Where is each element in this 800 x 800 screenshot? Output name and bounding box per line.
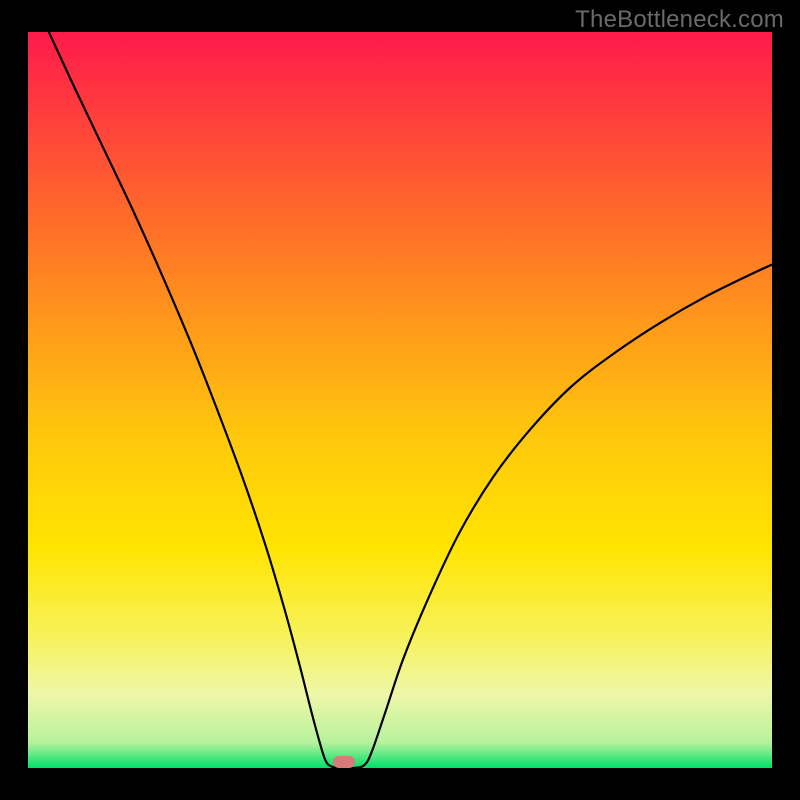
optimal-point-marker <box>333 756 355 768</box>
plot-gradient-area <box>28 32 772 768</box>
chart-frame: TheBottleneck.com <box>0 0 800 800</box>
watermark-text: TheBottleneck.com <box>575 6 784 34</box>
bottleneck-curve <box>28 32 772 768</box>
